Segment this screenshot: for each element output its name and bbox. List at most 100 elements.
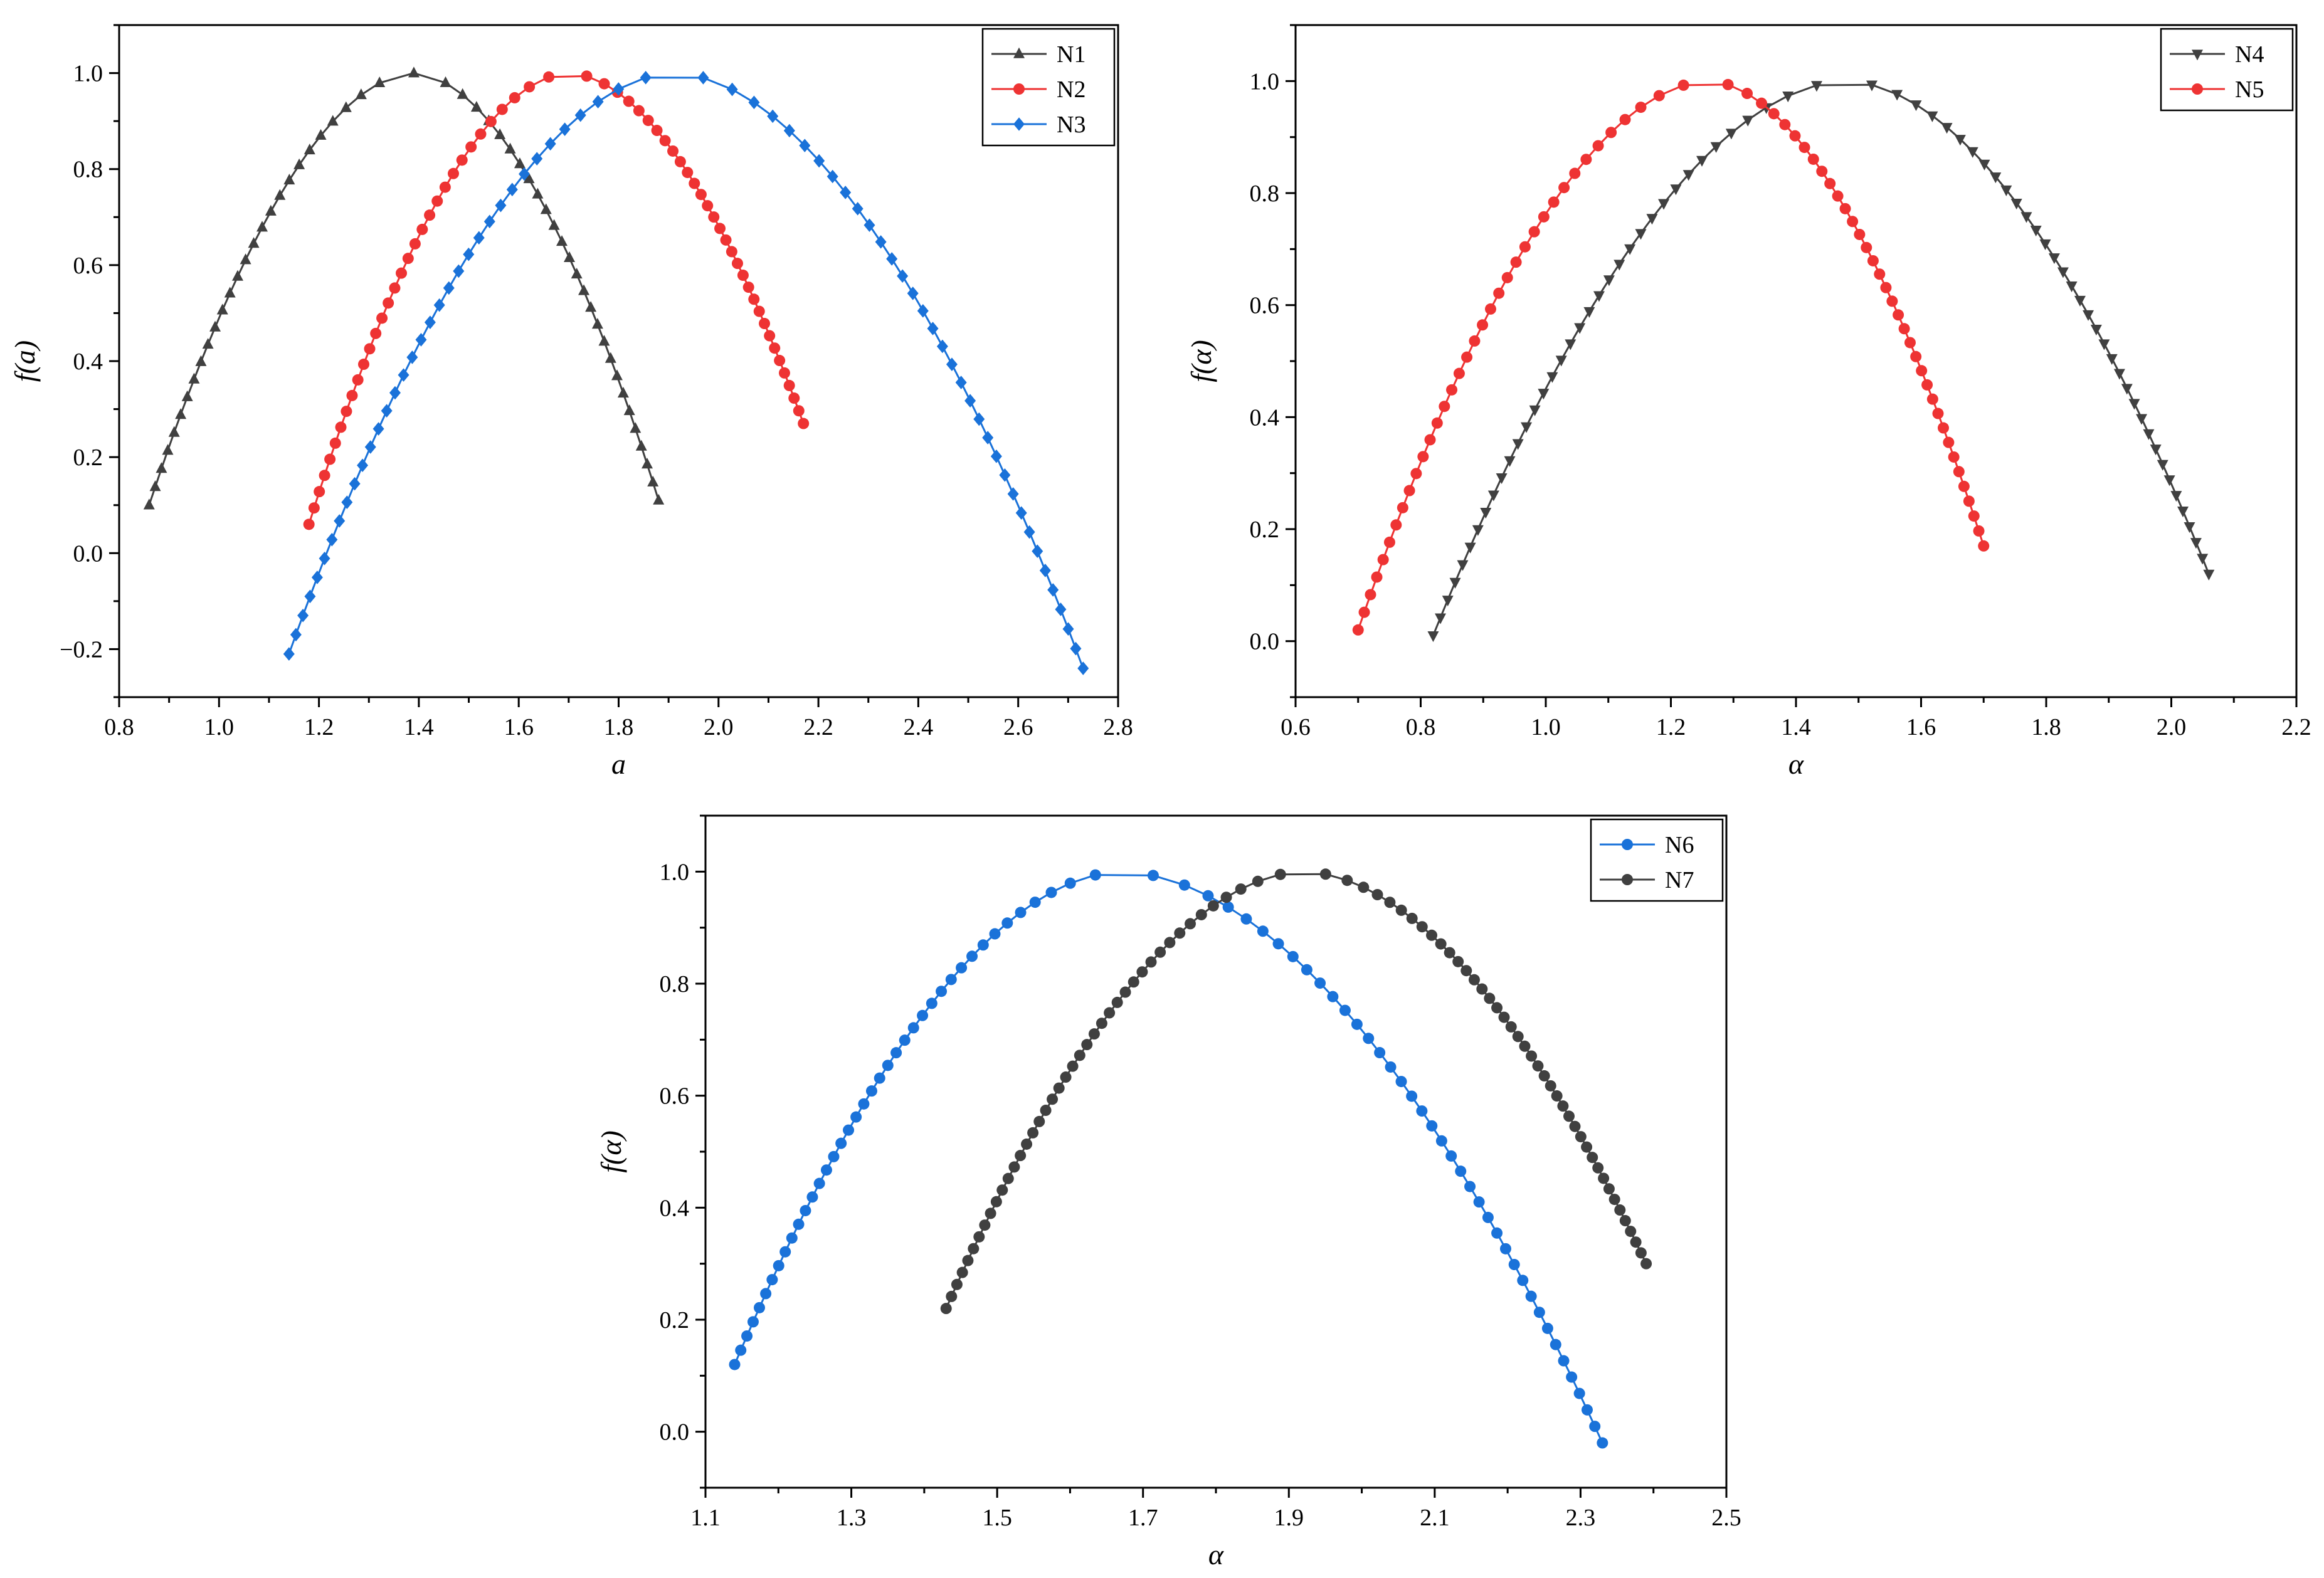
- x-tick-label: 1.9: [1274, 1505, 1304, 1531]
- data-point-n6: [1089, 869, 1101, 881]
- data-point-n1: [149, 480, 161, 492]
- data-point-n2: [798, 418, 810, 429]
- data-point-n4: [1583, 307, 1595, 318]
- data-point-n2: [720, 234, 732, 246]
- legend-label-n6: N6: [1665, 832, 1694, 858]
- data-point-n5: [1383, 536, 1395, 548]
- data-point-n2: [341, 406, 352, 418]
- data-point-n6: [1374, 1047, 1386, 1059]
- data-point-n7: [1630, 1236, 1642, 1248]
- data-point-n7: [1195, 908, 1207, 920]
- data-point-n6: [936, 986, 948, 997]
- data-point-n1: [591, 318, 603, 329]
- data-point-n5: [1926, 393, 1938, 405]
- data-point-n1: [647, 475, 659, 487]
- data-point-n4: [1710, 142, 1722, 153]
- legend-marker-n6: [1622, 839, 1633, 850]
- legend-marker-n2: [1013, 83, 1025, 95]
- data-point-n3: [783, 124, 795, 138]
- data-point-n2: [431, 195, 443, 207]
- data-point-n1: [168, 426, 180, 437]
- data-point-n5: [1973, 525, 1985, 537]
- data-point-n3: [1039, 564, 1051, 577]
- plot-frame: [704, 814, 1728, 1489]
- data-point-n4: [1574, 323, 1586, 334]
- data-point-n7: [1128, 976, 1139, 988]
- data-point-n5: [1424, 434, 1436, 446]
- data-point-n3: [1015, 506, 1027, 520]
- data-point-n7: [1047, 1093, 1059, 1105]
- data-point-n2: [485, 115, 497, 127]
- data-point-n5: [1880, 281, 1892, 293]
- data-point-n5: [1893, 309, 1904, 321]
- x-tick-label: 1.6: [1906, 714, 1936, 740]
- data-point-n1: [231, 270, 243, 281]
- data-point-n3: [864, 218, 875, 232]
- legend-label-n5: N5: [2235, 76, 2264, 103]
- data-point-n1: [630, 422, 642, 433]
- data-point-n6: [1363, 1033, 1375, 1044]
- data-point-n1: [224, 287, 236, 298]
- data-point-n7: [1619, 1215, 1631, 1227]
- data-point-n7: [1081, 1039, 1093, 1051]
- data-point-n7: [1512, 1031, 1524, 1043]
- data-point-n5: [1968, 510, 1980, 522]
- data-point-n5: [1921, 379, 1933, 391]
- data-point-n6: [813, 1177, 825, 1189]
- data-point-n6: [1597, 1437, 1608, 1449]
- data-point-n6: [1550, 1339, 1561, 1350]
- legend-box: [1590, 818, 1724, 902]
- data-point-n1: [327, 115, 339, 126]
- data-point-n5: [1453, 367, 1465, 379]
- data-point-n6: [865, 1085, 877, 1097]
- data-point-n6: [766, 1274, 778, 1286]
- data-point-n1: [162, 444, 174, 455]
- data-point-n5: [1439, 401, 1450, 413]
- data-point-n6: [1064, 877, 1076, 889]
- data-point-n3: [964, 394, 976, 408]
- data-point-n7: [1235, 883, 1247, 895]
- data-point-n5: [1493, 287, 1505, 299]
- data-point-n3: [917, 304, 929, 318]
- data-point-n5: [1365, 589, 1376, 601]
- data-point-n4: [1967, 147, 1978, 158]
- data-point-n3: [389, 386, 401, 400]
- data-point-n3: [927, 322, 939, 335]
- data-point-n7: [1033, 1115, 1045, 1127]
- data-point-n4: [1910, 100, 1922, 112]
- data-point-n2: [389, 282, 401, 294]
- data-point-n6: [1589, 1421, 1601, 1433]
- data-point-n6: [1581, 1404, 1593, 1416]
- data-point-n2: [424, 209, 436, 221]
- data-point-n3: [1007, 487, 1019, 501]
- data-point-n2: [319, 470, 330, 481]
- data-point-n1: [548, 219, 560, 230]
- data-point-n3: [907, 287, 919, 300]
- data-point-n5: [1469, 335, 1481, 347]
- data-point-n5: [1904, 337, 1916, 349]
- data-point-n7: [1538, 1070, 1550, 1082]
- data-point-n1: [175, 408, 187, 419]
- data-point-n3: [897, 269, 909, 283]
- legend-label-n1: N1: [1057, 41, 1085, 68]
- data-point-n6: [800, 1204, 811, 1216]
- spectrum-panel-a: 0.8 1.0 1.2 1.4 1.6 1.8 2.0 2.2 2.4 2.6 2.8 −0.2 0.0…: [9, 24, 1133, 780]
- data-point-n4: [1603, 275, 1615, 287]
- x-tick-label: 1.2: [1656, 714, 1686, 740]
- data-point-n1: [504, 142, 516, 154]
- data-point-n7: [1088, 1028, 1100, 1040]
- data-point-n4: [1866, 80, 1878, 92]
- legend-label-n4: N4: [2235, 41, 2264, 68]
- data-point-n7: [1551, 1090, 1563, 1102]
- data-point-n5: [1741, 88, 1753, 100]
- data-point-n7: [1603, 1183, 1615, 1195]
- x-tick-label: 2.0: [2157, 714, 2187, 740]
- y-tick-label: 0.4: [1250, 404, 1280, 431]
- data-point-n3: [463, 247, 475, 261]
- data-point-n3: [364, 440, 376, 454]
- data-point-n6: [820, 1164, 832, 1176]
- data-point-n1: [355, 88, 367, 100]
- data-point-n2: [674, 155, 686, 167]
- data-point-n5: [1519, 241, 1531, 253]
